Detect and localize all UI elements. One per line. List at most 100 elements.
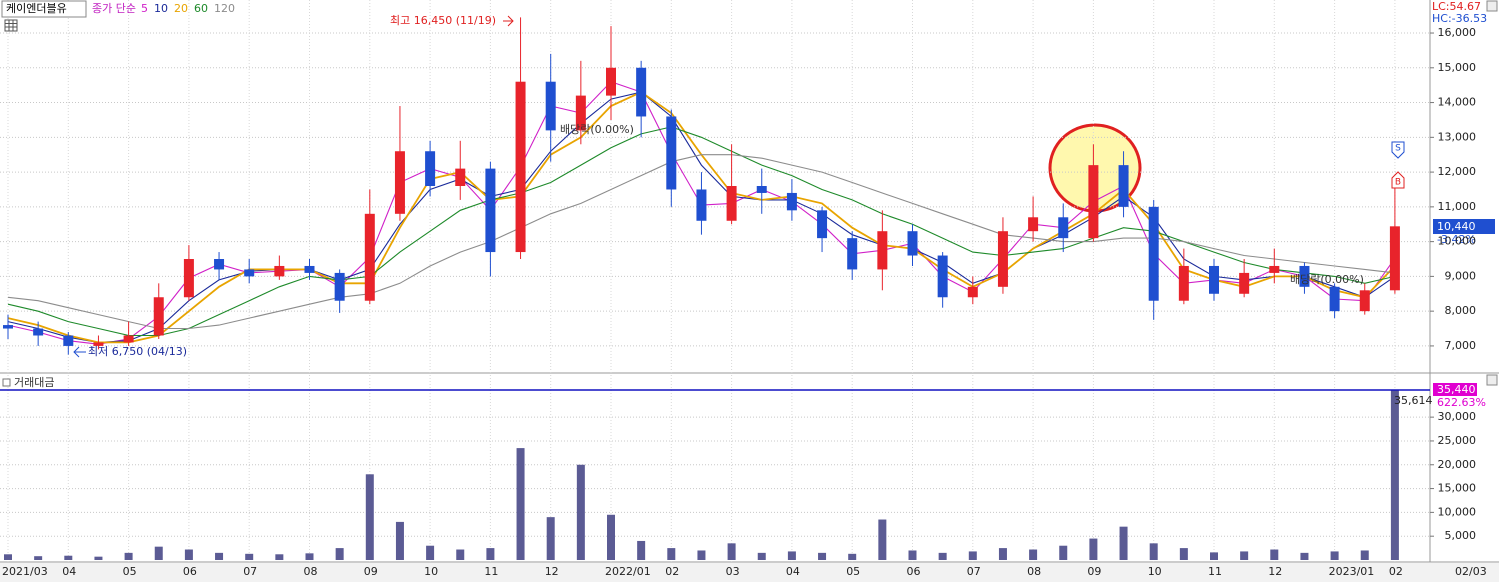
volume-bar <box>1390 390 1399 560</box>
ma-label: 종가 단순 <box>92 2 136 15</box>
volume-bar <box>34 556 43 560</box>
candle-body <box>455 168 466 186</box>
volume-bar <box>245 553 254 560</box>
candle-body <box>1389 226 1400 291</box>
legend-entry: 5 <box>141 2 148 15</box>
x-tick-label: 2021/03 <box>2 565 48 578</box>
candle-body <box>877 231 888 270</box>
volume-bar <box>365 474 374 560</box>
last-volume-label: 35,440 <box>1437 383 1476 396</box>
volume-bar <box>1149 543 1158 560</box>
volume-bar <box>456 549 465 560</box>
candle-body <box>425 151 436 186</box>
y-tick-label: 15,000 <box>1438 61 1477 74</box>
x-tick-label: 02 <box>1389 565 1403 578</box>
last-volume-box <box>1433 383 1477 396</box>
sell-marker <box>1391 141 1405 159</box>
candle-body <box>33 328 44 336</box>
pane-icon[interactable] <box>2 378 11 387</box>
volume-bar <box>426 545 435 560</box>
volume-bar <box>215 552 224 560</box>
ma-line <box>7 154 1395 330</box>
y-tick-label: 10,000 <box>1438 505 1477 518</box>
volume-bar <box>546 517 555 560</box>
x-tick-label: 04 <box>786 565 800 578</box>
legend-entry: 60 <box>194 2 208 15</box>
table-icon[interactable] <box>4 19 18 32</box>
candle-body <box>847 238 858 270</box>
x-tick-label: 08 <box>1027 565 1041 578</box>
volume-bar <box>275 554 284 560</box>
candle-body <box>1028 217 1039 232</box>
y-tick-label: 12,000 <box>1438 165 1477 178</box>
x-tick-label: 11 <box>484 565 498 578</box>
x-tick-label: 04 <box>62 565 76 578</box>
x-tick-label: 12 <box>545 565 559 578</box>
x-tick-label: 08 <box>304 565 318 578</box>
volume-bar <box>1059 545 1068 560</box>
candle-body <box>1239 272 1250 294</box>
y-tick-label: 9,000 <box>1445 269 1477 282</box>
candle-body <box>1118 165 1129 207</box>
candle-body <box>394 151 405 214</box>
candle-body <box>244 269 255 277</box>
lc-label: LC:54.67 <box>1432 0 1481 13</box>
candle-body <box>756 186 767 193</box>
pane-close[interactable] <box>1486 374 1498 386</box>
candle-body <box>696 189 707 221</box>
volume-bar <box>124 552 133 560</box>
y-tick-label: 13,000 <box>1438 130 1477 143</box>
x-tick-label: 2023/01 <box>1329 565 1375 578</box>
volume-bar <box>1360 550 1369 560</box>
volume-bar <box>938 552 947 560</box>
x-tick-label: 10 <box>424 565 438 578</box>
candle-body <box>63 335 74 346</box>
volume-bar <box>968 551 977 560</box>
volume-bar <box>1210 552 1218 560</box>
change-label: -3.42% <box>1437 233 1476 246</box>
candle-body <box>364 213 375 301</box>
candle-body <box>1209 265 1219 294</box>
y-tick-label: 11,000 <box>1438 200 1477 213</box>
candle-body <box>3 325 13 329</box>
candle-body <box>817 210 828 239</box>
volume-bar <box>1240 551 1249 560</box>
buy-marker <box>1391 171 1405 189</box>
volume-bar <box>727 543 736 560</box>
candle-body <box>515 81 526 253</box>
volume-bar <box>1119 526 1128 560</box>
table-icon-lines <box>5 20 17 31</box>
pane-close[interactable] <box>1486 0 1498 12</box>
ma-line <box>7 91 1396 343</box>
volume-bar <box>998 548 1007 560</box>
legend-entry: 10 <box>154 2 168 15</box>
volume-bar <box>4 554 12 560</box>
candle-body <box>997 231 1008 287</box>
x-tick-label: 09 <box>1087 565 1101 578</box>
high-annotation: 최고 16,450 (11/19) <box>390 14 496 27</box>
y-tick-label: 10,000 <box>1438 235 1477 248</box>
candle-body <box>93 342 104 346</box>
volume-bar <box>667 548 676 560</box>
x-tick-label: 05 <box>123 565 137 578</box>
candle-body <box>274 265 285 277</box>
max-volume-label: 35,614 <box>1394 394 1433 407</box>
candle-body <box>666 116 677 190</box>
buy-marker-label: B <box>1395 178 1401 188</box>
volume-bar <box>335 548 344 560</box>
candle-body <box>1269 265 1280 273</box>
legend-entry: 20 <box>174 2 188 15</box>
volume-bar <box>787 551 796 560</box>
volume-bar <box>64 555 73 560</box>
y-tick-label: 20,000 <box>1438 458 1477 471</box>
y-tick-label: 15,000 <box>1438 482 1477 495</box>
volume-title: 거래대금 <box>14 376 54 389</box>
volume-bar <box>486 548 495 560</box>
candle-body <box>334 272 345 301</box>
volume-bar <box>1330 551 1339 560</box>
y-tick-label: 5,000 <box>1445 529 1477 542</box>
last-price-box <box>1433 219 1495 234</box>
candle-body <box>636 67 647 117</box>
volume-bar <box>94 556 103 560</box>
low-annotation: 최저 6,750 (04/13) <box>88 345 187 358</box>
